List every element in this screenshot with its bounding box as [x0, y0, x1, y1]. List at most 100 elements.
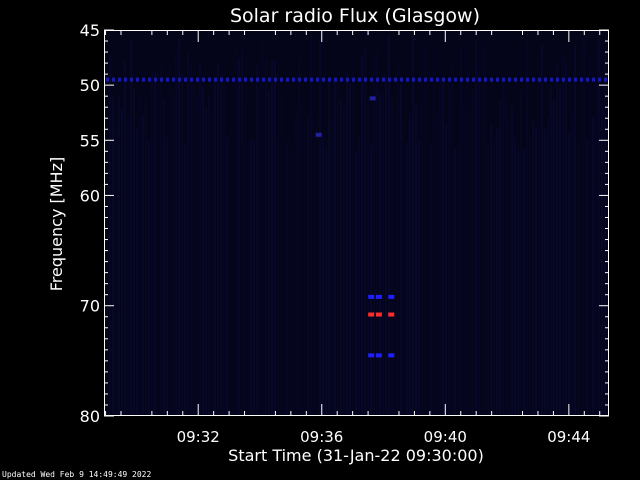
noise-streak [553, 99, 555, 415]
noise-streak [283, 141, 285, 414]
interference-dash [166, 77, 169, 82]
noise-streak [154, 71, 156, 415]
noise-streak [118, 97, 120, 414]
red-dots-mark [375, 312, 382, 317]
interference-dash [226, 77, 229, 82]
noise-streak [430, 145, 432, 414]
noise-streak [202, 86, 204, 414]
noise-streak [277, 139, 279, 414]
noise-streak [148, 141, 150, 414]
noise-streak [343, 106, 345, 415]
noise-streak [145, 101, 147, 414]
y-axis-title: Frequency [MHz] [47, 157, 66, 291]
noise-streak [436, 112, 438, 415]
interference-dash [394, 77, 397, 82]
interference-dash [142, 77, 145, 82]
noise-streak [217, 62, 219, 415]
x-axis-title: Start Time (31-Jan-22 09:30:00) [228, 446, 484, 465]
interference-dash [136, 77, 139, 82]
y-tick-label: 55 [80, 131, 100, 150]
noise-streak [526, 41, 528, 415]
noise-streak [220, 74, 222, 414]
interference-dash [388, 77, 391, 82]
noise-streak [253, 140, 255, 415]
interference-dash [484, 77, 487, 82]
interference-dash [238, 77, 241, 82]
noise-streak [286, 142, 288, 414]
interference-dash [334, 77, 337, 82]
blue-dots-upper-mark [368, 294, 375, 299]
noise-streak [580, 47, 582, 414]
interference-dash [406, 77, 409, 82]
y-axis: 45 50 55 60 70 80 [80, 21, 609, 426]
noise-streak [472, 89, 474, 414]
interference-dash [418, 77, 421, 82]
noise-streak [238, 58, 240, 414]
interference-dash [208, 77, 211, 82]
interference-dash [184, 77, 187, 82]
plot-frame [104, 30, 609, 416]
interference-dash [364, 77, 367, 82]
noise-streak [268, 90, 270, 414]
interference-dash [262, 77, 265, 82]
noise-streak [211, 114, 213, 414]
noise-streak [208, 93, 210, 415]
noise-streak [523, 149, 525, 415]
noise-streak [355, 151, 357, 414]
y-tick-label: 80 [80, 407, 100, 426]
noise-streak [604, 47, 606, 414]
noise-streak [529, 137, 531, 414]
interference-dash [424, 77, 427, 82]
noise-streak [337, 80, 339, 414]
interference-dash [436, 77, 439, 82]
noise-streak [235, 41, 237, 415]
interference-dash [532, 77, 535, 82]
interference-dash [154, 77, 157, 82]
interference-dash [286, 77, 289, 82]
interference-dash [118, 77, 121, 82]
interference-dash [172, 77, 175, 82]
noise-streak [481, 32, 483, 414]
interference-dash [592, 77, 595, 82]
noise-streak [586, 139, 588, 414]
interference-dash [250, 77, 253, 82]
noise-streak [223, 78, 225, 415]
interference-dash [448, 77, 451, 82]
noise-streak [316, 114, 318, 415]
interference-dash [574, 77, 577, 82]
noise-streak [121, 108, 123, 414]
noise-streak [166, 137, 168, 415]
noise-streak [484, 42, 486, 414]
red-dots-mark [368, 312, 375, 317]
interference-dash [202, 77, 205, 82]
interference-dash [298, 77, 301, 82]
noise-streak [172, 93, 174, 414]
noise-streak [331, 119, 333, 414]
noise-streak [574, 45, 576, 415]
x-axis: 09:32 09:36 09:40 09:44 [105, 30, 601, 446]
interference-dash [562, 77, 565, 82]
noise-streak [328, 82, 330, 414]
interference-dash [130, 77, 133, 82]
interference-dash [400, 77, 403, 82]
noise-streak [322, 135, 324, 415]
noise-streak [136, 128, 138, 414]
noise-streak [601, 102, 603, 414]
noise-streak [442, 82, 444, 415]
noise-streak [589, 57, 591, 414]
interference-dash [178, 77, 181, 82]
x-tick-label: 09:44 [547, 428, 590, 446]
noise-streak [262, 32, 264, 415]
interference-dash [256, 77, 259, 82]
noise-streak [592, 115, 594, 415]
noise-streak [583, 34, 585, 414]
interference-dash [244, 77, 247, 82]
interference-dash [520, 77, 523, 82]
noise-streak [517, 150, 519, 415]
noise-streak [106, 142, 108, 414]
interference-dash [496, 77, 499, 82]
interference-dash [124, 77, 127, 82]
interference-dash [430, 77, 433, 82]
blue-dots-lower-mark [375, 353, 382, 358]
interference-dash [196, 77, 199, 82]
